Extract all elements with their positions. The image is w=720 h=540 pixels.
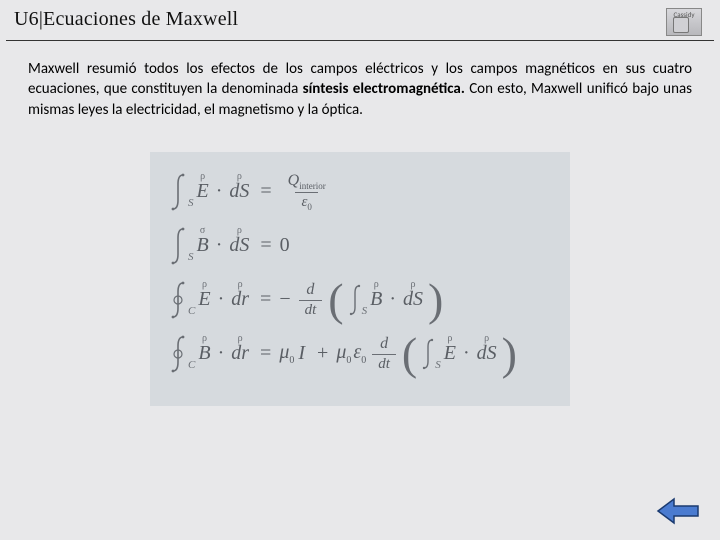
field-b: σB xyxy=(197,234,209,257)
equation-gauss-b: S σB · ρdS = 0 xyxy=(168,226,552,266)
equals: = xyxy=(260,180,271,203)
intro-bold: síntesis electromagnética. xyxy=(303,80,465,98)
rhs-zero: 0 xyxy=(280,234,290,257)
mu0: μ0 xyxy=(279,341,294,366)
inner-integral: S ρE · ρdS xyxy=(419,337,499,371)
header-bar: U6|Ecuaciones de Maxwell Cassidy xyxy=(6,0,714,41)
inner-integral: S ρB · ρdS xyxy=(346,283,426,317)
diff-ds: ρdS xyxy=(229,234,249,257)
field-e: ρE xyxy=(197,180,209,203)
page-title: U6|Ecuaciones de Maxwell xyxy=(14,8,238,31)
arrow-left-icon xyxy=(658,499,698,523)
mu0-2: μ0 xyxy=(336,341,351,366)
eps0: ε0 xyxy=(353,341,366,366)
equals: = xyxy=(260,288,271,311)
equals: = xyxy=(260,234,271,257)
publisher-logo: Cassidy xyxy=(666,8,702,36)
dot-op: · xyxy=(216,180,223,203)
ddt: d dt xyxy=(372,335,396,373)
paren-open: ( xyxy=(402,336,417,373)
back-button[interactable] xyxy=(656,496,700,526)
dot-op: · xyxy=(218,342,225,365)
field-b: ρB xyxy=(198,342,210,365)
equals: = xyxy=(260,342,271,365)
integral-icon xyxy=(168,172,190,212)
dot-op: · xyxy=(216,234,223,257)
equations-panel: S ρE · ρdS = Qinterior ε0 S σB · ρdS = 0… xyxy=(150,152,570,406)
equation-ampere-maxwell: C ρB · ρdr = μ0 I + μ0 ε0 d dt ( S ρE · … xyxy=(168,334,552,374)
integral-icon xyxy=(346,283,364,317)
current-i: I xyxy=(298,342,305,365)
ddt: d dt xyxy=(299,281,323,319)
dot-op: · xyxy=(218,288,225,311)
intro-paragraph: Maxwell resumió todos los efectos de los… xyxy=(0,41,720,130)
equation-faraday: C ρE · ρdr = − d dt ( S ρB · ρdS ) xyxy=(168,280,552,320)
integral-icon xyxy=(419,337,437,371)
paren-close: ) xyxy=(502,336,517,373)
field-e: ρE xyxy=(198,288,210,311)
paren-close: ) xyxy=(428,282,443,319)
minus: − xyxy=(279,288,290,311)
diff-dr: ρdr xyxy=(231,342,249,365)
circ-integral-icon xyxy=(168,334,190,374)
plus: + xyxy=(317,342,328,365)
rhs-fraction: Qinterior ε0 xyxy=(284,172,330,212)
integral-icon xyxy=(168,226,190,266)
paren-open: ( xyxy=(328,282,343,319)
diff-dr: ρdr xyxy=(231,288,249,311)
circ-integral-icon xyxy=(168,280,190,320)
equation-gauss-e: S ρE · ρdS = Qinterior ε0 xyxy=(168,172,552,212)
diff-ds: ρdS xyxy=(229,180,249,203)
